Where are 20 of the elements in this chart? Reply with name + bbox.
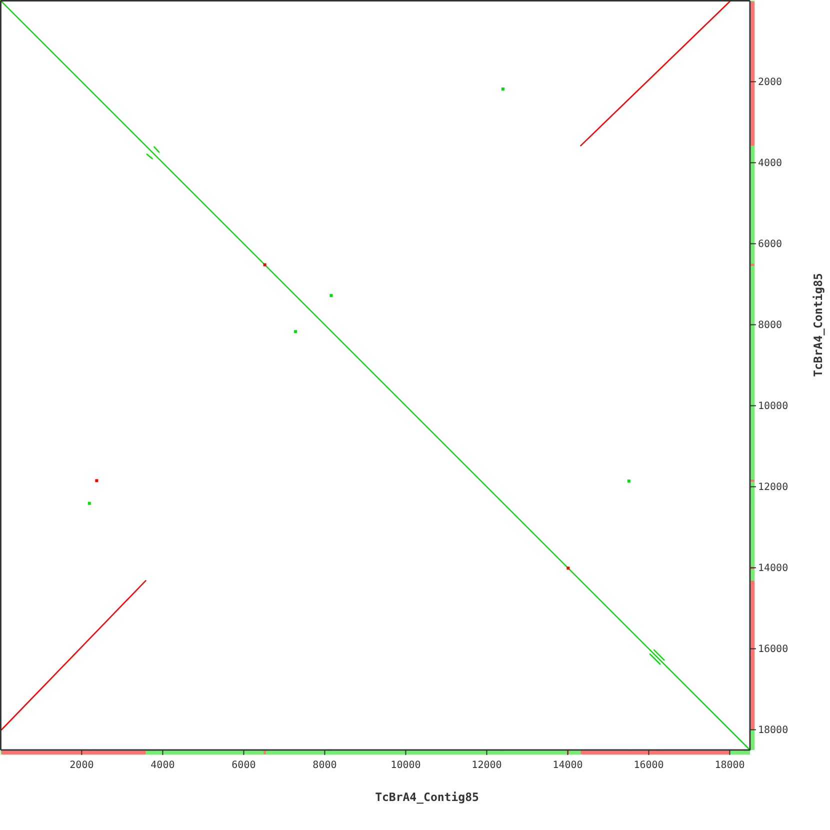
x-tick-label: 2000 [70, 760, 94, 771]
y-tick-label: 18000 [758, 725, 788, 736]
y-tick-label: 2000 [758, 77, 782, 88]
y-tick-label: 4000 [758, 158, 782, 170]
x-tick-label: 6000 [232, 760, 256, 771]
x-tick-label: 12000 [472, 760, 502, 771]
y-tick-label: 8000 [758, 320, 782, 332]
x-tick-label: 14000 [552, 760, 583, 771]
y-tick-label: 6000 [758, 239, 782, 250]
x-tick-label: 18000 [714, 760, 745, 771]
x-axis-title: TcBrA4_Contig85 [375, 790, 479, 804]
y-axis-title: TcBrA4_Contig85 [811, 273, 825, 377]
y-tick-label: 12000 [758, 482, 788, 494]
y-tick-label: 10000 [758, 401, 788, 412]
x-tick-label: 16000 [634, 760, 664, 771]
x-tick-label: 4000 [150, 760, 175, 771]
y-tick-label: 14000 [758, 563, 788, 574]
x-tick-label: 10000 [390, 760, 421, 771]
y-tick-label: 16000 [758, 644, 788, 656]
x-tick-label: 8000 [312, 760, 337, 771]
